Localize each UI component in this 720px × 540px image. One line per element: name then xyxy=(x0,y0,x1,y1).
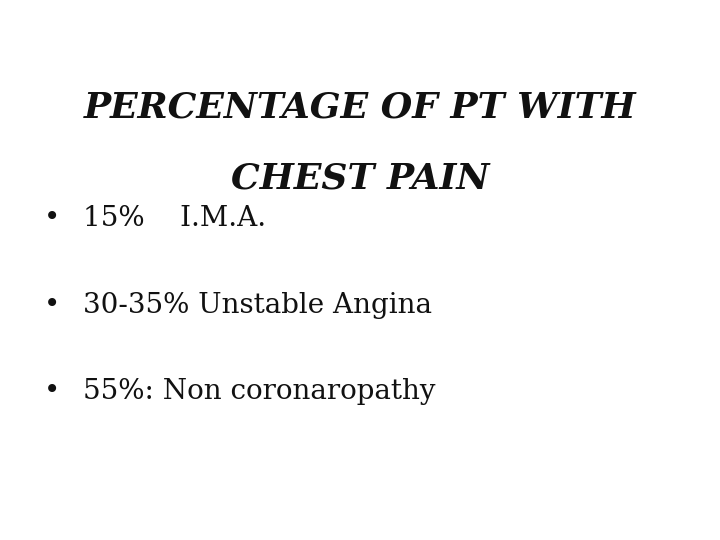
Text: 15%    I.M.A.: 15% I.M.A. xyxy=(83,205,266,232)
Text: •: • xyxy=(44,205,60,232)
Text: 55%: Non coronaropathy: 55%: Non coronaropathy xyxy=(83,378,436,405)
Text: CHEST PAIN: CHEST PAIN xyxy=(231,161,489,195)
Text: •: • xyxy=(44,378,60,405)
Text: 30-35% Unstable Angina: 30-35% Unstable Angina xyxy=(83,292,432,319)
Text: PERCENTAGE OF PT WITH: PERCENTAGE OF PT WITH xyxy=(84,91,636,125)
Text: •: • xyxy=(44,292,60,319)
